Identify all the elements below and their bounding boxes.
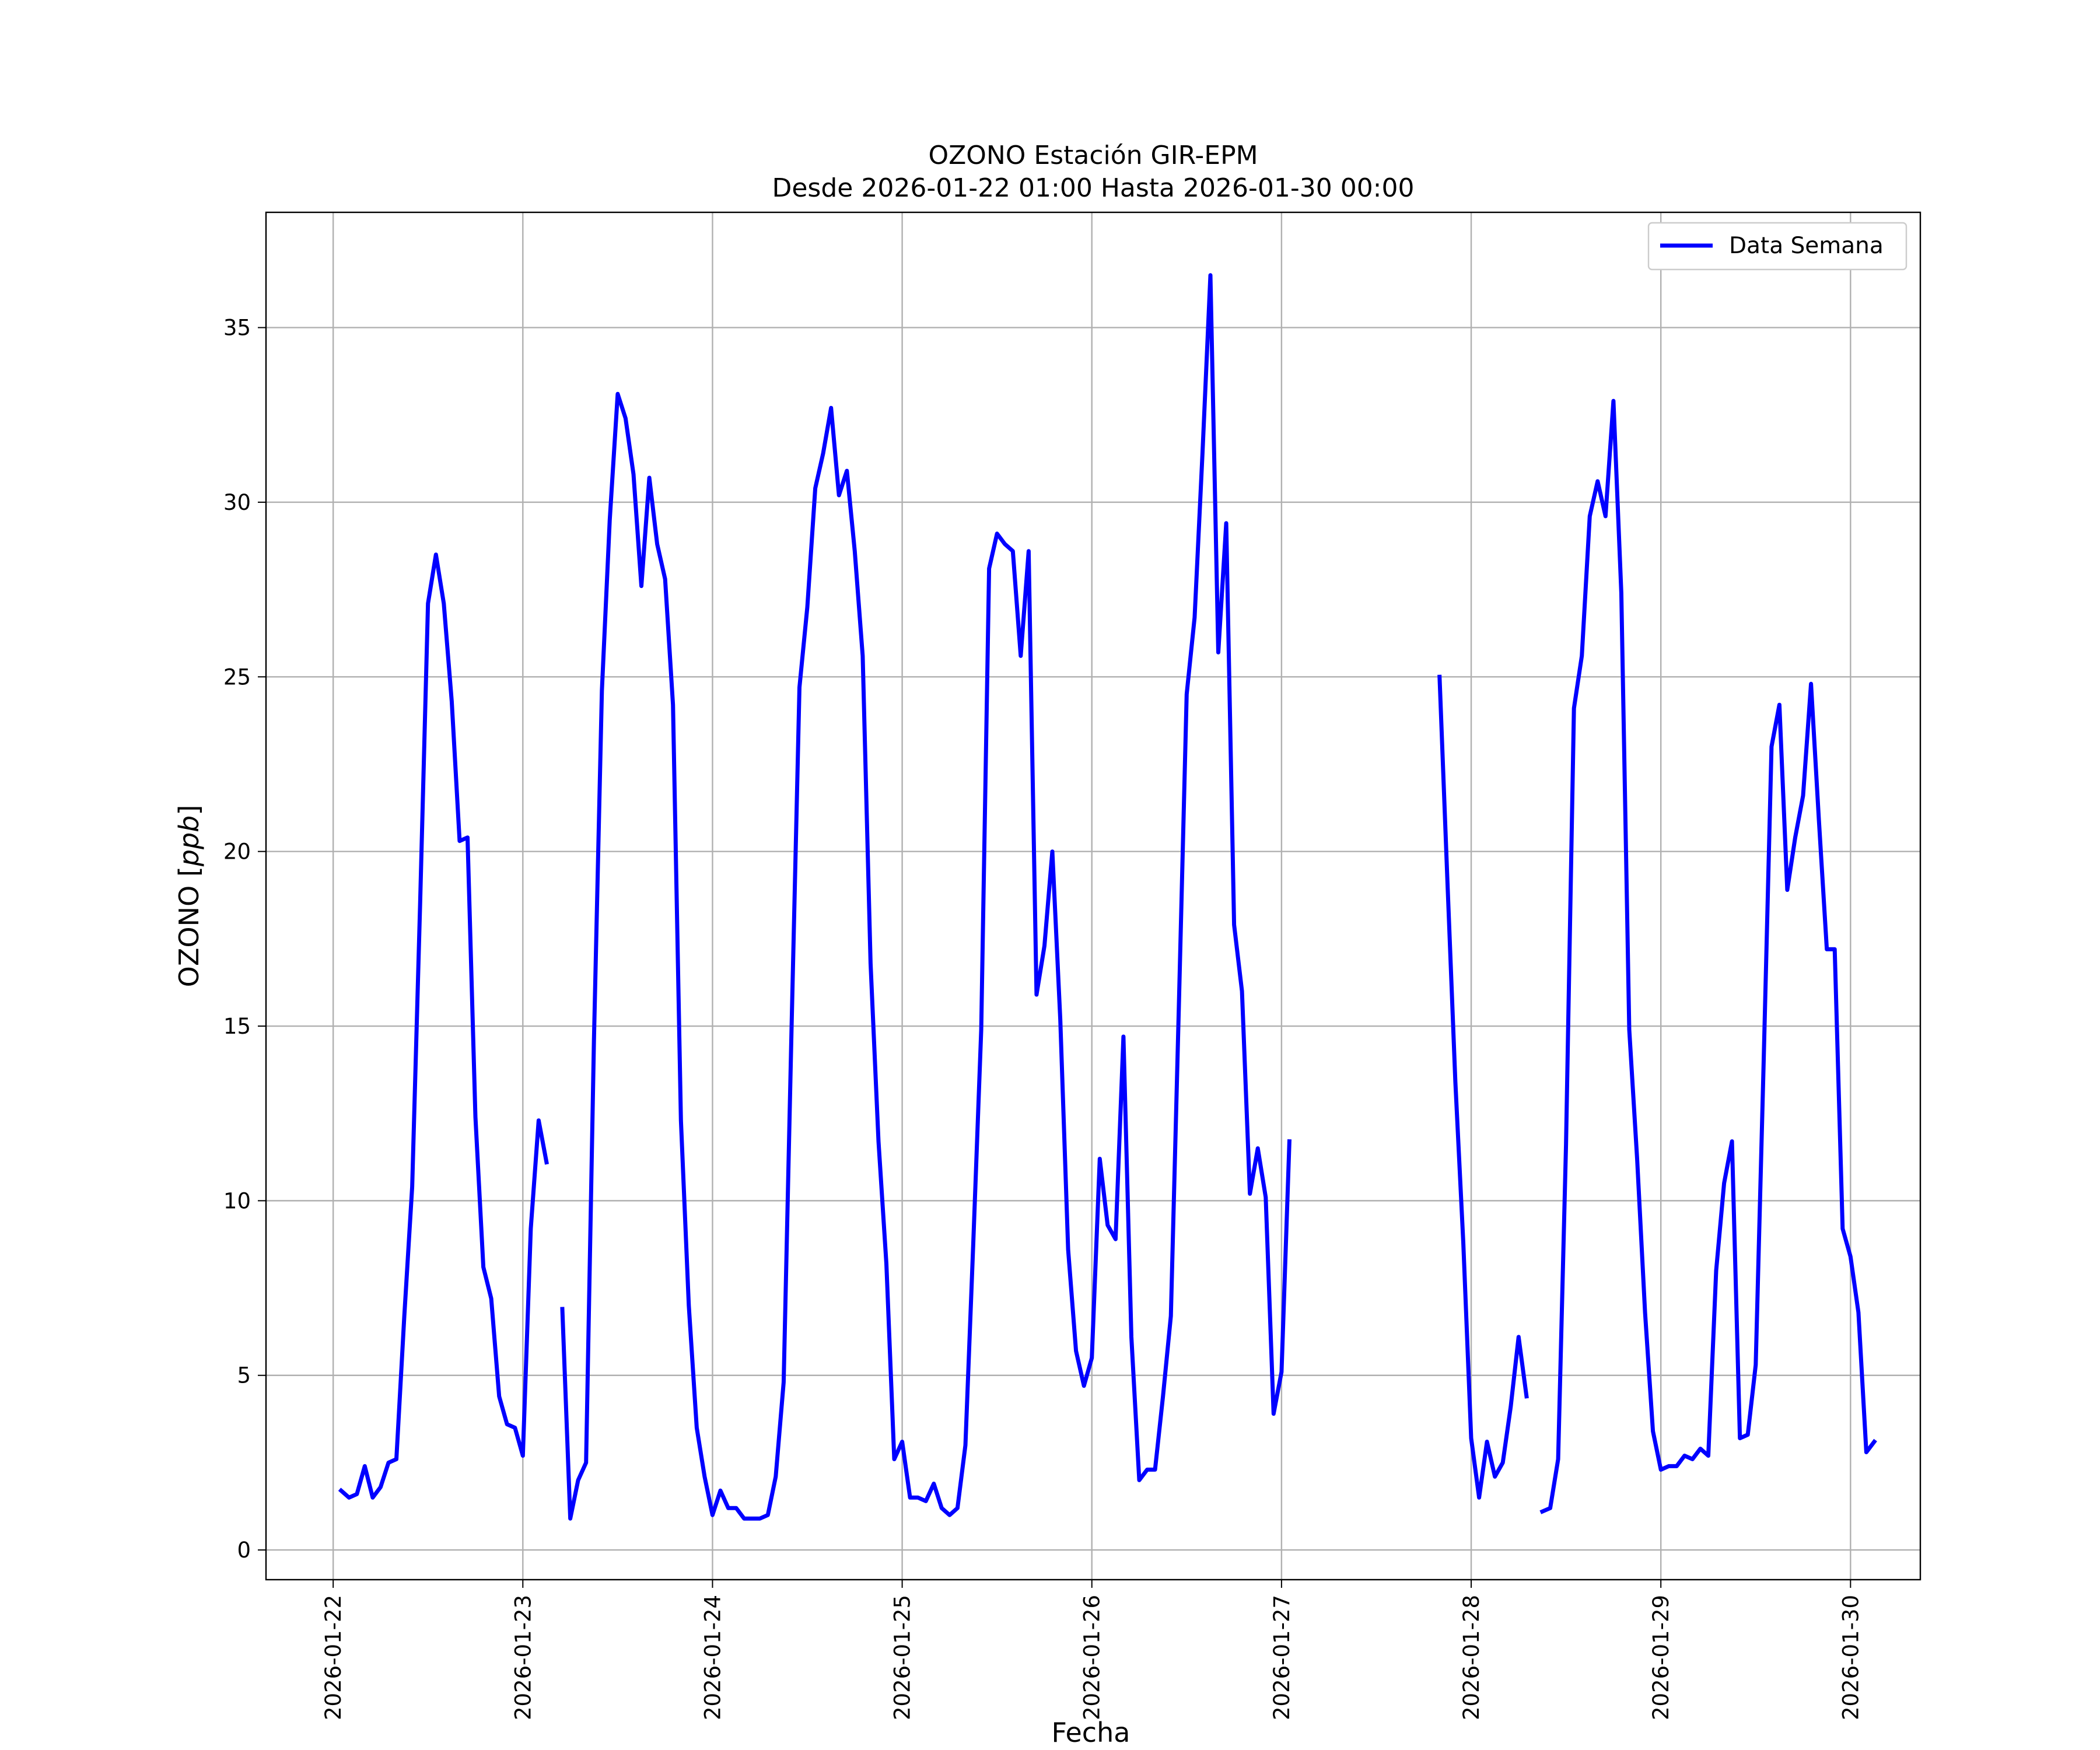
chart-subtitle: Desde 2026-01-22 01:00 Hasta 2026-01-30 … [772,173,1414,203]
series-line-segment [1539,398,1877,1514]
chart-title: OZONO Estación GIR-EPM [928,141,1258,170]
x-axis-label: Fecha [1052,1717,1130,1748]
series-line-segment [560,273,1292,1521]
plot-area-frame [265,211,1922,1581]
series-layer [338,273,1877,1521]
x-tick-label: 2026-01-26 [1080,1595,1105,1720]
y-tick-label: 10 [223,1188,251,1213]
y-tick-label: 30 [223,490,251,515]
x-tick-label: 2026-01-23 [510,1595,536,1720]
x-tick-label: 2026-01-28 [1459,1595,1484,1720]
series-data-semana [338,273,1877,1521]
series-line-segment [1437,674,1529,1500]
y-tick-label: 35 [223,316,251,341]
legend: Data Semana [1647,222,1908,271]
x-tick-label: 2026-01-22 [321,1595,346,1720]
legend-box [1647,222,1908,271]
x-axis: 2026-01-22 2026-01-23 2026-01-24 2026-01-25… [321,1580,1863,1720]
x-tick-label: 2026-01-24 [700,1595,725,1720]
grid [266,212,1920,1580]
y-axis-label: OZONO [ppb] [173,805,205,988]
y-tick-label: 25 [223,664,251,690]
y-tick-label: 15 [223,1014,251,1039]
y-tick-label: 20 [223,839,251,864]
x-tick-label: 2026-01-27 [1269,1595,1294,1720]
y-tick-label: 0 [237,1538,251,1563]
x-tick-label: 2026-01-25 [890,1595,915,1720]
x-tick-label: 2026-01-29 [1648,1595,1674,1720]
y-axis: 0 5 10 15 20 25 30 35 [223,316,266,1563]
legend-label-data-semana: Data Semana [1729,233,1884,259]
x-tick-label: 2026-01-30 [1838,1595,1863,1720]
y-tick-label: 5 [237,1363,251,1388]
series-line-segment [338,552,549,1500]
